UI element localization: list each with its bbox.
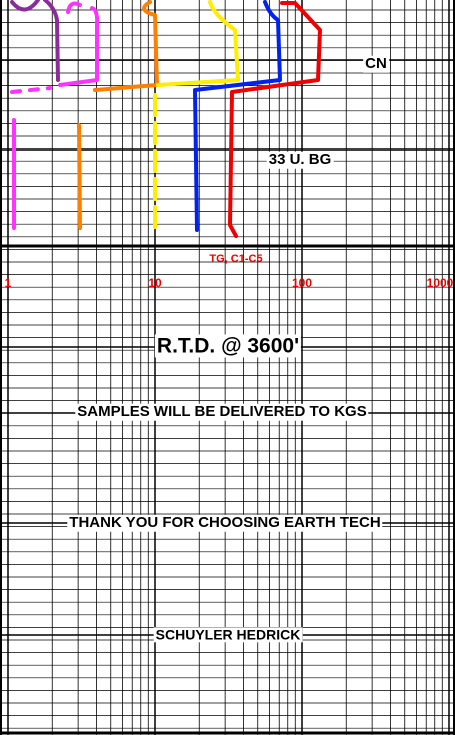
curve-orange bbox=[93, 0, 159, 92]
note: SCHUYLER HEDRICK bbox=[153, 626, 303, 643]
curve-yellow bbox=[156, 0, 240, 87]
label-cn: CN bbox=[363, 54, 389, 73]
scale-label: 10 bbox=[148, 276, 162, 290]
label-gas-curve: TG, C1-C5 bbox=[209, 253, 263, 265]
curve-magenta bbox=[58, 1, 100, 87]
curve-orange-low bbox=[77, 123, 82, 230]
scale-label: 100 bbox=[291, 276, 313, 290]
curve-red bbox=[228, 1, 322, 238]
note: THANK YOU FOR CHOOSING EARTH TECH bbox=[67, 513, 383, 532]
scale-label: 1000 bbox=[426, 276, 454, 290]
note: R.T.D. @ 3600' bbox=[154, 334, 302, 358]
scale-label: 1 bbox=[4, 276, 12, 290]
curve-blue bbox=[193, 0, 282, 232]
gas-curves bbox=[10, 0, 322, 238]
note: SAMPLES WILL BE DELIVERED TO KGS bbox=[75, 402, 369, 421]
curve-purple bbox=[10, 0, 60, 82]
curve-magenta-dash bbox=[10, 86, 52, 94]
label-bg: 33 U. BG bbox=[266, 150, 334, 169]
